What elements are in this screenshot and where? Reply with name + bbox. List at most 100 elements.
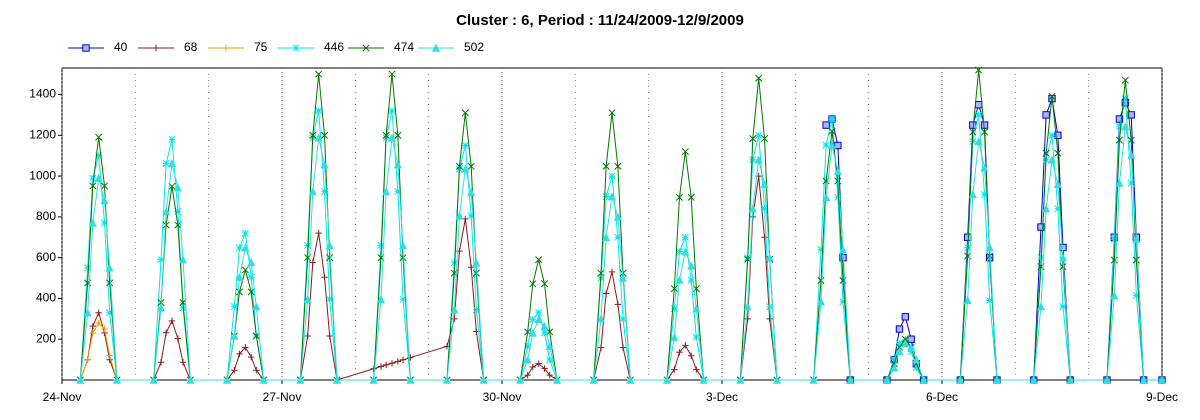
marker — [149, 375, 158, 384]
y-tick-label: 800 — [36, 209, 56, 223]
marker — [687, 276, 695, 284]
series-line — [79, 69, 1162, 381]
marker — [388, 360, 396, 367]
marker — [1132, 292, 1140, 300]
marker — [315, 107, 323, 115]
marker — [1121, 95, 1129, 103]
marker — [303, 294, 312, 303]
marker — [88, 218, 97, 227]
marker — [681, 247, 690, 256]
marker — [919, 375, 928, 384]
marker — [1115, 115, 1124, 123]
marker — [162, 329, 170, 336]
marker — [956, 375, 965, 384]
marker — [761, 234, 768, 241]
marker — [992, 375, 1002, 384]
x-tick-label: 27-Nov — [263, 390, 302, 404]
marker — [479, 375, 488, 384]
marker — [822, 141, 830, 149]
marker — [748, 204, 757, 213]
marker — [462, 215, 469, 223]
marker — [100, 196, 109, 205]
marker — [248, 353, 255, 361]
series-line — [79, 126, 1162, 381]
marker — [315, 229, 322, 237]
marker — [89, 174, 97, 182]
marker — [1058, 253, 1068, 262]
marker — [377, 363, 385, 370]
series: 502 — [76, 40, 1167, 384]
marker — [162, 159, 170, 167]
marker — [1042, 149, 1050, 157]
marker — [736, 375, 745, 384]
marker — [394, 358, 402, 365]
marker — [901, 313, 910, 321]
marker — [382, 187, 391, 196]
marker — [688, 352, 695, 359]
marker — [231, 367, 238, 374]
marker — [529, 363, 536, 371]
marker — [1053, 179, 1062, 188]
marker — [676, 349, 683, 356]
marker — [614, 233, 622, 241]
marker — [431, 43, 441, 52]
marker — [682, 342, 689, 349]
marker — [834, 177, 842, 185]
marker — [760, 179, 769, 188]
marker — [614, 162, 622, 170]
marker — [968, 190, 977, 199]
y-tick-label: 1000 — [29, 168, 56, 182]
marker — [524, 342, 532, 350]
marker — [455, 211, 464, 220]
marker — [608, 109, 616, 117]
marker — [839, 298, 847, 306]
marker — [472, 306, 480, 314]
marker — [304, 332, 311, 340]
marker — [468, 264, 475, 271]
marker — [974, 137, 983, 146]
marker — [1102, 375, 1112, 384]
marker — [817, 245, 825, 254]
marker — [1127, 179, 1135, 187]
marker — [382, 361, 390, 369]
marker — [546, 356, 554, 364]
marker — [817, 276, 825, 285]
marker — [235, 244, 244, 252]
marker — [157, 359, 165, 366]
marker — [760, 135, 769, 143]
marker — [828, 127, 836, 135]
marker — [241, 243, 250, 252]
x-tick-label: 30-Nov — [483, 390, 522, 404]
marker — [89, 322, 96, 330]
marker — [393, 160, 402, 169]
marker — [693, 366, 700, 373]
legend-label: 502 — [464, 40, 484, 54]
marker — [681, 233, 689, 241]
marker — [399, 254, 407, 262]
marker — [296, 375, 305, 384]
marker — [84, 356, 91, 363]
marker — [82, 44, 90, 52]
marker — [1115, 136, 1124, 144]
marker — [76, 375, 85, 384]
marker — [309, 259, 316, 266]
marker — [687, 261, 696, 270]
marker — [523, 355, 532, 364]
marker — [833, 166, 842, 175]
marker — [1054, 205, 1062, 213]
marker — [1121, 76, 1129, 84]
marker — [529, 280, 537, 288]
marker — [670, 285, 678, 293]
marker — [394, 131, 402, 139]
marker — [755, 131, 763, 139]
marker — [540, 329, 549, 337]
marker — [589, 375, 598, 384]
marker — [320, 188, 329, 196]
marker — [106, 279, 114, 287]
marker — [912, 355, 921, 364]
marker — [467, 188, 476, 197]
y-tick-label: 400 — [36, 291, 56, 305]
marker — [626, 375, 635, 384]
marker — [980, 163, 989, 172]
legend-label: 446 — [324, 40, 344, 54]
